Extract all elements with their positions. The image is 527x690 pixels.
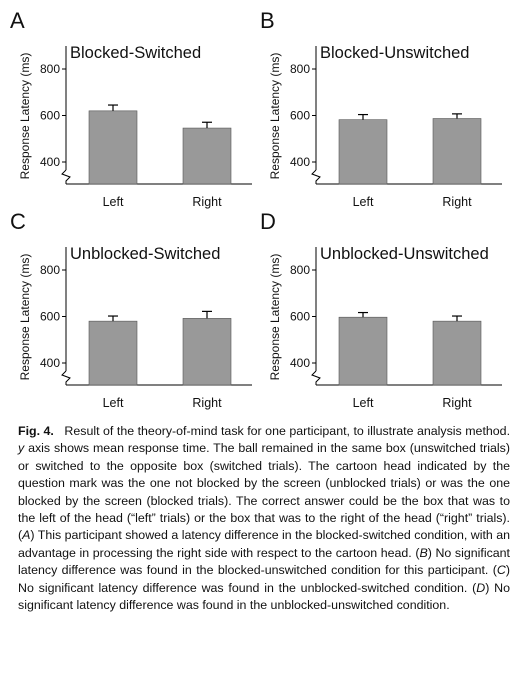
y-tick-label-600: 600	[40, 109, 60, 123]
panel-title: Blocked-Switched	[70, 44, 201, 62]
axis-break	[61, 370, 71, 385]
figure-caption: Fig. 4. Result of the theory-of-mind tas…	[18, 423, 510, 614]
caption-text-5: ) No significant latency difference was …	[18, 563, 510, 595]
x-tick-label-left: Left	[353, 195, 374, 209]
caption-text-6: ) No significant latency difference was …	[18, 580, 510, 613]
bar-right	[182, 318, 232, 386]
panel-b: B Response Latency (ms) Blocked-Unswitched…	[260, 8, 502, 209]
x-tick-label-left: Left	[103, 195, 124, 209]
bar-left	[338, 316, 388, 386]
caption-text-1: Result of the theory-of-mind task for on…	[64, 424, 511, 438]
caption-ref-b: B	[419, 545, 428, 560]
panel-title: Unblocked-Switched	[70, 245, 220, 263]
panel-title: Unblocked-Unswitched	[320, 245, 489, 263]
y-axis-label: Response Latency (ms)	[268, 254, 282, 381]
caption-label: Fig. 4.	[18, 424, 54, 438]
x-tick-label-right: Right	[192, 195, 222, 209]
axis-break	[311, 169, 321, 184]
axis-break	[61, 169, 71, 184]
y-tick-label-600: 600	[290, 109, 310, 123]
y-axis-label: Response Latency (ms)	[18, 53, 32, 180]
y-tick-label-600: 600	[40, 310, 60, 324]
bar-right	[432, 320, 482, 386]
caption-text-4: ) No significant latency difference was …	[18, 545, 510, 578]
panel-d: D Response Latency (ms) Unblocked-Unswitch…	[260, 209, 502, 410]
x-tick-label-left: Left	[103, 396, 124, 410]
y-tick-label-400: 400	[290, 155, 310, 169]
panel-letter-a: A	[10, 8, 25, 33]
panel-title: Blocked-Unswitched	[320, 44, 469, 62]
panel-a: A Response Latency (ms) Blocked-Switched 40…	[10, 8, 252, 209]
caption-ref-d: D	[476, 580, 486, 595]
x-tick-label-right: Right	[192, 396, 222, 410]
caption-ref-c: C	[496, 563, 506, 578]
y-axis-label: Response Latency (ms)	[18, 254, 32, 381]
panel-letter-d: D	[260, 209, 276, 234]
panel-letter-b: B	[260, 8, 275, 33]
x-tick-label-right: Right	[442, 195, 472, 209]
caption-y-italic: y	[18, 441, 25, 456]
y-axis-label: Response Latency (ms)	[268, 53, 282, 180]
y-tick-label-600: 600	[290, 310, 310, 324]
y-tick-label-800: 800	[40, 263, 60, 277]
panel-letter-c: C	[10, 209, 26, 234]
bar-right	[182, 127, 232, 185]
caption-ref-a: A	[22, 528, 31, 543]
bar-left	[88, 110, 138, 185]
y-tick-label-800: 800	[40, 62, 60, 76]
y-tick-label-400: 400	[290, 356, 310, 370]
axis-break	[311, 370, 321, 385]
bar-right	[432, 118, 482, 185]
y-tick-label-400: 400	[40, 155, 60, 169]
y-tick-label-400: 400	[40, 356, 60, 370]
caption-text-2: axis shows mean response time. The ball …	[18, 441, 510, 543]
y-tick-label-800: 800	[290, 263, 310, 277]
bar-left	[88, 320, 138, 386]
caption-text-3: ) This participant showed a latency diff…	[18, 528, 511, 560]
x-tick-label-right: Right	[442, 396, 472, 410]
panel-c: C Response Latency (ms) Unblocked-Switched…	[10, 209, 252, 410]
y-tick-label-800: 800	[290, 62, 310, 76]
figure-4: A Response Latency (ms) Blocked-Switched 40…	[10, 8, 502, 410]
x-tick-label-left: Left	[353, 396, 374, 410]
bar-left	[338, 119, 388, 185]
